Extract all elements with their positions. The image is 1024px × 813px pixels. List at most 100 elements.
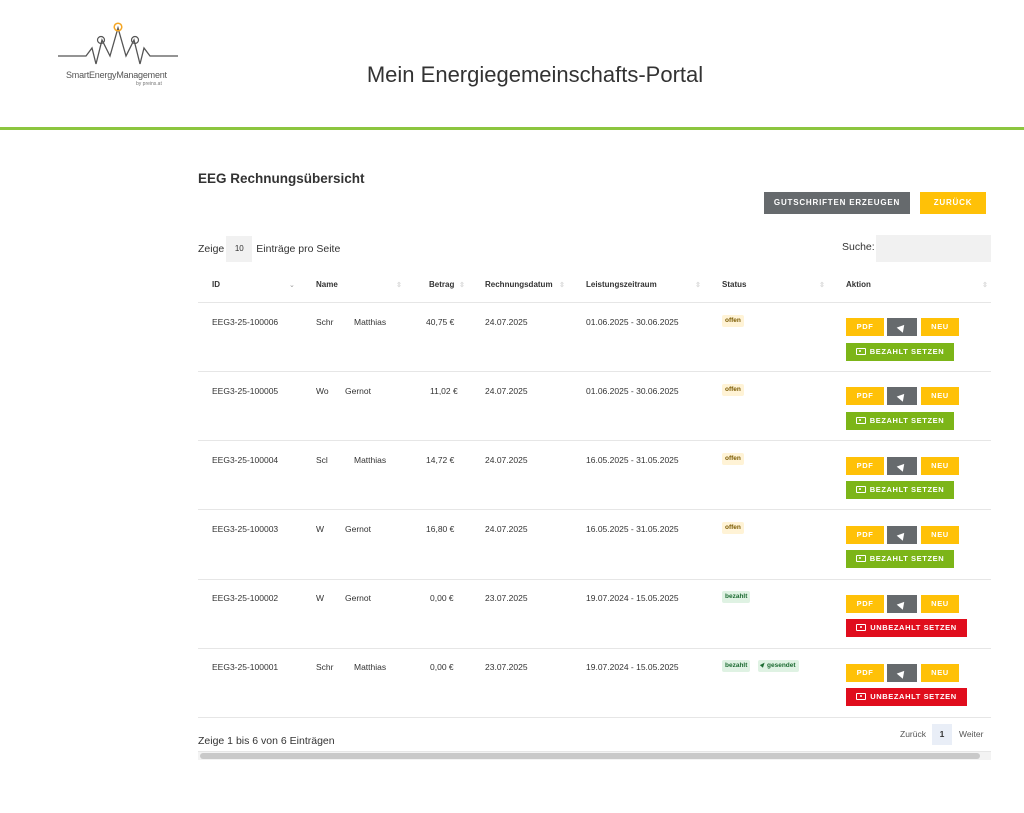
set-unpaid-label: UNBEZAHLT SETZEN <box>870 623 957 632</box>
pagination-next[interactable]: Weiter <box>959 729 984 739</box>
cell-amount: 16,80 € <box>426 524 455 534</box>
set-unpaid-label: UNBEZAHLT SETZEN <box>870 692 957 701</box>
pdf-button[interactable]: PDF <box>846 457 884 475</box>
column-header-id[interactable]: ID <box>212 280 220 289</box>
column-header-action[interactable]: Aktion <box>846 280 871 289</box>
new-button[interactable]: NEU <box>921 457 959 475</box>
cell-id: EEG3-25-100006 <box>212 317 279 327</box>
send-button[interactable] <box>887 526 917 544</box>
paper-plane-icon <box>896 390 908 402</box>
cell-id: EEG3-25-100002 <box>212 593 279 603</box>
cell-service-period: 16.05.2025 - 31.05.2025 <box>586 455 679 465</box>
money-bill-icon <box>855 486 866 493</box>
new-button[interactable]: NEU <box>921 664 959 682</box>
send-button[interactable] <box>887 457 917 475</box>
cell-invoice-date: 24.07.2025 <box>485 524 528 534</box>
column-header-name[interactable]: Name <box>316 280 338 289</box>
column-header-invoice-date[interactable]: Rechnungsdatum <box>485 280 553 289</box>
status-badge: bezahlt <box>722 591 751 603</box>
set-paid-button[interactable]: BEZAHLT SETZEN <box>846 550 954 568</box>
column-header-status[interactable]: Status <box>722 280 747 289</box>
set-unpaid-button[interactable]: UNBEZAHLT SETZEN <box>846 619 967 637</box>
horizontal-scrollbar[interactable] <box>198 751 991 760</box>
new-button[interactable]: NEU <box>921 526 959 544</box>
page-length-select[interactable]: 10 <box>226 236 253 262</box>
cell-last-name: W <box>316 524 325 534</box>
status-badge: offen <box>722 522 744 534</box>
cell-first-name: Matthias <box>354 317 387 327</box>
smart-energy-logo: SmartEnergyManagement by preins.at <box>56 20 180 92</box>
send-button[interactable] <box>887 387 917 405</box>
pdf-button[interactable]: PDF <box>846 664 884 682</box>
pdf-button[interactable]: PDF <box>846 595 884 613</box>
money-bill-icon <box>856 624 867 631</box>
send-button[interactable] <box>887 595 917 613</box>
cell-invoice-date: 24.07.2025 <box>485 455 528 465</box>
table-info: Zeige 1 bis 6 von 6 Einträgen <box>198 735 335 747</box>
money-bill-icon <box>855 417 866 424</box>
sort-icon: ⇳ <box>819 282 825 289</box>
new-button[interactable]: NEU <box>921 595 959 613</box>
cell-amount: 40,75 € <box>426 317 455 327</box>
header-divider-line <box>198 302 991 303</box>
set-paid-button[interactable]: BEZAHLT SETZEN <box>846 481 954 499</box>
paper-plane-icon <box>896 321 908 333</box>
column-header-amount[interactable]: Betrag <box>429 280 455 289</box>
portal-title: Mein Energiegemeinschafts-Portal <box>366 62 704 87</box>
set-paid-label: BEZAHLT SETZEN <box>869 347 945 356</box>
cell-service-period: 19.07.2024 - 15.05.2025 <box>586 662 679 672</box>
money-bill-icon <box>856 693 867 700</box>
set-paid-label: BEZAHLT SETZEN <box>869 485 945 494</box>
new-button[interactable]: NEU <box>921 387 959 405</box>
cell-last-name: W <box>316 593 325 603</box>
paper-plane-icon <box>896 598 908 610</box>
cell-invoice-date: 24.07.2025 <box>485 386 528 396</box>
row-divider <box>198 440 991 441</box>
column-header-service-period[interactable]: Leistungszeitraum <box>586 280 657 289</box>
logo-text: SmartEnergyManagement <box>66 70 167 80</box>
show-label: Zeige <box>198 243 225 255</box>
sent-badge: gesendet <box>758 660 799 672</box>
page-title: EEG Rechnungsübersicht <box>198 171 365 186</box>
cell-service-period: 01.06.2025 - 30.06.2025 <box>586 317 679 327</box>
logo-icon <box>58 22 178 65</box>
sort-icon: ⇳ <box>559 282 565 289</box>
pagination-page-1[interactable]: 1 <box>932 724 952 745</box>
send-button[interactable] <box>887 664 917 682</box>
set-paid-button[interactable]: BEZAHLT SETZEN <box>846 343 954 361</box>
header-divider <box>0 127 1024 130</box>
pdf-button[interactable]: PDF <box>846 318 884 336</box>
cell-last-name: Schr <box>316 317 334 327</box>
generate-credits-button[interactable]: GUTSCHRIFTEN ERZEUGEN <box>764 192 910 214</box>
paper-plane-icon <box>759 661 767 668</box>
cell-amount: 14,72 € <box>426 455 455 465</box>
status-badge: offen <box>722 453 744 465</box>
money-bill-icon <box>855 348 866 355</box>
pagination-prev[interactable]: Zurück <box>900 729 926 739</box>
send-button[interactable] <box>887 318 917 336</box>
cell-id: EEG3-25-100005 <box>212 386 279 396</box>
logo-subtext: by preins.at <box>136 81 162 87</box>
cell-service-period: 16.05.2025 - 31.05.2025 <box>586 524 679 534</box>
search-input[interactable] <box>876 235 991 262</box>
cell-invoice-date: 24.07.2025 <box>485 317 528 327</box>
sort-icon: ⇳ <box>695 282 701 289</box>
scrollbar-thumb[interactable] <box>200 753 980 759</box>
new-button[interactable]: NEU <box>921 318 959 336</box>
page-length-control: Zeige 10 Einträge pro Seite <box>198 236 340 262</box>
row-divider <box>198 509 991 510</box>
pdf-button[interactable]: PDF <box>846 387 884 405</box>
set-unpaid-button[interactable]: UNBEZAHLT SETZEN <box>846 688 967 706</box>
pdf-button[interactable]: PDF <box>846 526 884 544</box>
cell-id: EEG3-25-100003 <box>212 524 279 534</box>
paper-plane-icon <box>896 529 908 541</box>
cell-amount: 0,00 € <box>430 662 454 672</box>
cell-last-name: Schr <box>316 662 334 672</box>
search-label: Suche: <box>842 241 875 253</box>
cell-id: EEG3-25-100001 <box>212 662 279 672</box>
paper-plane-icon <box>896 667 908 679</box>
set-paid-button[interactable]: BEZAHLT SETZEN <box>846 412 954 430</box>
back-button[interactable]: ZURÜCK <box>920 192 986 214</box>
per-page-label: Einträge pro Seite <box>256 243 341 255</box>
row-divider <box>198 371 991 372</box>
